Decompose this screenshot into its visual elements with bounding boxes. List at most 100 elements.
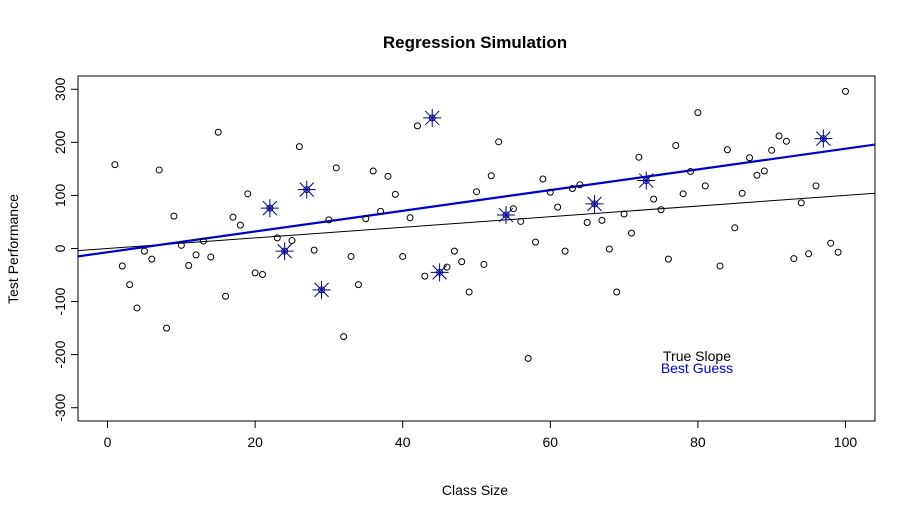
- scatter-point: [163, 324, 171, 332]
- scatter-point: [738, 189, 746, 197]
- scatter-point: [805, 250, 813, 258]
- scatter-point: [140, 247, 148, 255]
- scatter-point: [465, 288, 473, 296]
- scatter-point: [126, 281, 134, 289]
- scatter-point: [413, 122, 421, 130]
- scatter-point: [244, 190, 252, 198]
- scatter-point: [340, 333, 348, 341]
- scatter-point: [768, 146, 776, 154]
- highlighted-point: [297, 180, 316, 199]
- scatter-point: [672, 142, 680, 150]
- scatter-point: [214, 128, 222, 136]
- x-tick-label: 40: [395, 434, 411, 450]
- scatter-point: [458, 258, 466, 266]
- chart-title: Regression Simulation: [383, 33, 567, 52]
- scatter-point: [679, 190, 687, 198]
- scatter-point: [517, 217, 525, 225]
- scatter-point: [760, 167, 768, 175]
- x-tick-label: 20: [247, 434, 263, 450]
- scatter-point: [148, 255, 156, 263]
- scatter-point: [207, 253, 215, 261]
- scatter-point: [199, 237, 207, 245]
- scatter-point: [613, 288, 621, 296]
- scatter-point: [325, 216, 333, 224]
- scatter-point: [118, 262, 126, 270]
- scatter-point: [841, 87, 849, 95]
- scatter-point: [450, 247, 458, 255]
- x-tick-label: 80: [690, 434, 706, 450]
- scatter-point: [664, 255, 672, 263]
- scatter-point: [273, 234, 281, 242]
- scatter-point: [731, 224, 739, 232]
- regression-lines: [78, 143, 875, 258]
- scatter-points: [111, 87, 849, 362]
- scatter-point: [443, 263, 451, 271]
- highlighted-point: [260, 199, 279, 218]
- scatter-point: [421, 272, 429, 280]
- scatter-point: [605, 245, 613, 253]
- scatter-point: [222, 292, 230, 300]
- scatter-point: [524, 354, 532, 362]
- scatter-point: [406, 214, 414, 222]
- y-tick-label: -100: [52, 287, 68, 315]
- scatter-point: [185, 261, 193, 269]
- highlighted-point: [637, 171, 656, 190]
- scatter-point: [598, 216, 606, 224]
- legend-best-guess: Best Guess: [661, 360, 733, 376]
- scatter-point: [812, 182, 820, 190]
- scatter-point: [192, 251, 200, 259]
- scatter-point: [576, 181, 584, 189]
- scatter-point: [657, 206, 665, 214]
- scatter-point: [480, 260, 488, 268]
- scatter-point: [554, 203, 562, 211]
- scatter-point: [797, 199, 805, 207]
- highlighted-points: [260, 108, 833, 299]
- scatter-point: [332, 164, 340, 172]
- highlighted-point: [497, 206, 516, 225]
- scatter-point: [391, 190, 399, 198]
- scatter-point: [753, 171, 761, 179]
- scatter-point: [236, 221, 244, 229]
- scatter-point: [251, 269, 259, 277]
- scatter-point: [362, 215, 370, 223]
- scatter-point: [473, 188, 480, 196]
- best-guess-line: [78, 143, 875, 258]
- scatter-point: [775, 132, 783, 140]
- scatter-point: [354, 281, 362, 289]
- scatter-point: [487, 172, 495, 180]
- true-slope-line: [78, 192, 875, 252]
- highlighted-point: [430, 263, 449, 282]
- scatter-point: [782, 137, 790, 145]
- scatter-point: [133, 304, 141, 312]
- scatter-point: [701, 182, 709, 190]
- scatter-point: [384, 172, 392, 180]
- scatter-point: [635, 153, 643, 161]
- highlighted-point: [814, 129, 833, 148]
- scatter-point: [650, 195, 658, 203]
- scatter-point: [288, 237, 296, 245]
- scatter-point: [258, 271, 266, 279]
- scatter-point: [568, 185, 576, 193]
- highlighted-point: [423, 108, 442, 127]
- highlighted-point: [312, 280, 331, 299]
- scatter-point: [229, 213, 237, 221]
- scatter-point: [790, 255, 798, 263]
- axes: 0 20 40 60 80 100 -300 -200 -100 0 100 200 300: [52, 77, 857, 450]
- legend-true-slope: True Slope: [663, 348, 731, 364]
- scatter-point: [170, 212, 178, 220]
- scatter-point: [746, 154, 754, 162]
- scatter-point: [155, 166, 163, 174]
- scatter-point: [177, 241, 185, 249]
- legend: True Slope Best Guess: [661, 348, 733, 376]
- x-axis-label: Class Size: [442, 482, 508, 498]
- scatter-point: [627, 229, 635, 237]
- y-tick-label: 200: [52, 130, 68, 154]
- scatter-point: [546, 188, 554, 196]
- scatter-point: [532, 238, 540, 246]
- scatter-point: [377, 207, 385, 215]
- scatter-point: [495, 138, 503, 146]
- scatter-point: [834, 248, 842, 256]
- scatter-point: [583, 218, 591, 226]
- highlighted-point: [585, 194, 604, 213]
